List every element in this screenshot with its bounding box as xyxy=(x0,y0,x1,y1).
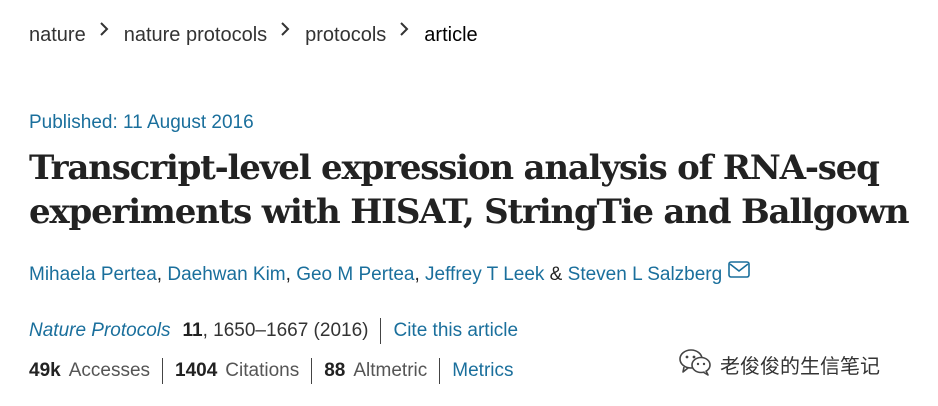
author-link[interactable]: Jeffrey T Leek xyxy=(425,263,545,285)
breadcrumb-item-protocols[interactable]: protocols xyxy=(305,23,387,46)
divider xyxy=(439,358,441,384)
author-list: Mihaela Pertea , Daehwan Kim , Geo M Per… xyxy=(29,261,751,286)
chevron-right-icon xyxy=(279,22,291,36)
breadcrumb: nature nature protocols protocols articl… xyxy=(29,20,478,50)
publication-date: Published: 11 August 2016 xyxy=(29,112,254,133)
accesses-label: Accesses xyxy=(68,360,151,381)
chevron-right-icon xyxy=(98,22,110,36)
author-separator: , xyxy=(414,263,426,285)
watermark-text: 老俊俊的生信笔记 xyxy=(720,354,880,378)
breadcrumb-item-nature[interactable]: nature xyxy=(29,23,86,46)
journal-volume: 11 xyxy=(182,320,203,341)
wechat-icon xyxy=(678,348,712,381)
author-link[interactable]: Geo M Pertea xyxy=(296,263,415,285)
metrics-link[interactable]: Metrics xyxy=(452,360,514,381)
altmetric-score: 88 xyxy=(324,360,346,381)
altmetric-label: Altmetric xyxy=(353,360,428,381)
author-link[interactable]: Steven L Salzberg xyxy=(567,263,723,285)
journal-citation: Nature Protocols 11 , 1650–1667 (2016) C… xyxy=(29,318,518,344)
divider xyxy=(162,358,164,384)
article-title: Transcript-level expression analysis of … xyxy=(29,148,910,232)
divider xyxy=(380,318,382,344)
author-link[interactable]: Daehwan Kim xyxy=(167,263,286,285)
watermark: 老俊俊的生信笔记 xyxy=(678,348,880,381)
breadcrumb-item-nature-protocols[interactable]: nature protocols xyxy=(123,23,268,46)
author-last-separator: & xyxy=(544,263,568,285)
author-separator: , xyxy=(285,263,297,285)
article-metrics: 49k Accesses 1404 Citations 88 Altmetric… xyxy=(29,358,514,384)
author-separator: , xyxy=(156,263,168,285)
citations-count: 1404 xyxy=(175,360,218,381)
accesses-count: 49k xyxy=(29,360,61,381)
cite-this-article-link[interactable]: Cite this article xyxy=(393,320,519,341)
citations-label: Citations xyxy=(225,360,300,381)
divider xyxy=(311,358,313,384)
journal-pages-year: , 1650–1667 (2016) xyxy=(202,320,369,341)
journal-name-link[interactable]: Nature Protocols xyxy=(29,320,171,341)
breadcrumb-item-article: article xyxy=(424,23,478,46)
chevron-right-icon xyxy=(398,22,410,36)
envelope-icon[interactable] xyxy=(728,261,751,284)
author-link[interactable]: Mihaela Pertea xyxy=(29,263,157,285)
